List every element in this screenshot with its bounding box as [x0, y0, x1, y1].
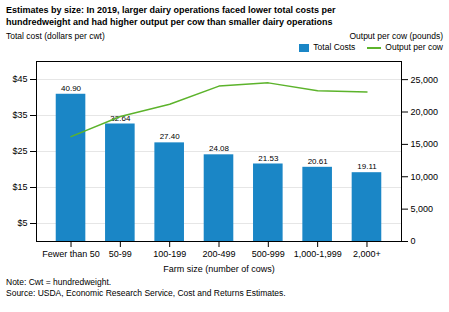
- svg-text:25,000: 25,000: [411, 75, 439, 85]
- svg-text:20,000: 20,000: [411, 107, 439, 117]
- html-text:Output per cow: Output per cow: [385, 42, 443, 52]
- svg-text:32.64: 32.64: [110, 113, 131, 123]
- svg-text:$5: $5: [17, 218, 27, 228]
- svg-text:$25: $25: [12, 146, 27, 156]
- svg-text:10,000: 10,000: [411, 172, 439, 182]
- html-text:Estimates by size: In 2019, la: Estimates by size: In 2019, larger dairy…: [6, 5, 336, 27]
- html-text:Total cost (dollars per cwt): Total cost (dollars per cwt): [6, 31, 105, 41]
- html-text:Total Costs: Total Costs: [313, 42, 356, 52]
- svg-text:2,000+: 2,000+: [353, 249, 381, 259]
- svg-text:Fewer than 50: Fewer than 50: [42, 249, 100, 259]
- svg-text:100-199: 100-199: [153, 249, 186, 259]
- svg-text:21.53: 21.53: [258, 154, 279, 163]
- svg-text:40.90: 40.90: [61, 84, 82, 93]
- svg-text:1,000-1,999: 1,000-1,999: [294, 249, 342, 259]
- html-text:Output per cow (pounds): Output per cow (pounds): [349, 31, 443, 41]
- svg-text:$15: $15: [12, 182, 27, 192]
- svg-text:27.40: 27.40: [160, 132, 181, 141]
- svg-text:$45: $45: [12, 74, 27, 84]
- svg-text:15,000: 15,000: [411, 139, 439, 149]
- svg-text:20.61: 20.61: [308, 157, 329, 166]
- html-text:Note: Cwt = hundredweight.: Note: Cwt = hundredweight.: [6, 277, 112, 287]
- svg-text:0: 0: [411, 236, 416, 246]
- html-text:Source: USDA, Economic Researc: Source: USDA, Economic Research Service,…: [6, 288, 286, 298]
- svg-text:5,000: 5,000: [411, 204, 434, 214]
- svg-text:Farm size (number of cows): Farm size (number of cows): [163, 264, 275, 274]
- svg-text:19.11: 19.11: [357, 162, 377, 171]
- svg-text:200-499: 200-499: [202, 249, 235, 259]
- svg-text:$35: $35: [12, 110, 27, 120]
- svg-text:500-999: 500-999: [252, 249, 285, 259]
- svg-text:24.08: 24.08: [209, 144, 230, 153]
- svg-text:50-99: 50-99: [109, 249, 132, 259]
